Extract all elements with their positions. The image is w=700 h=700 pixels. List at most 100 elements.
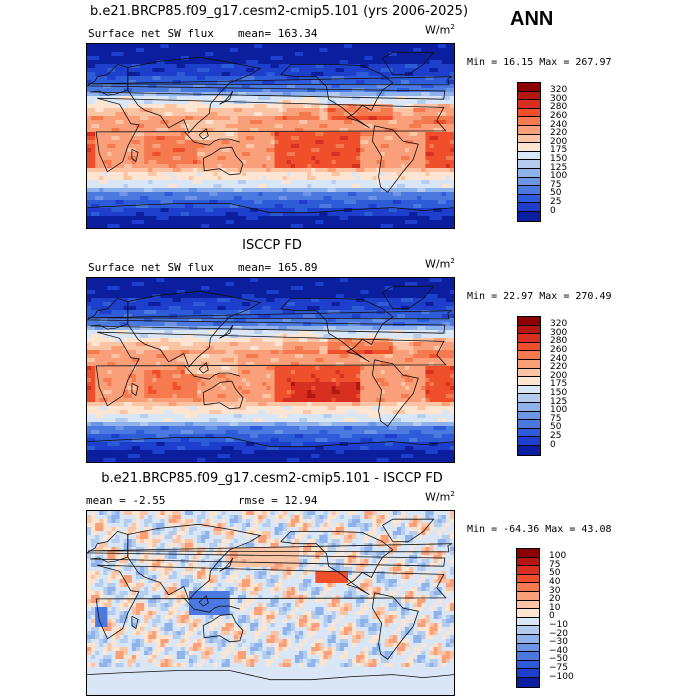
coastline xyxy=(202,613,244,643)
coastline xyxy=(95,331,447,407)
colorbar-tick-label: 75 xyxy=(550,179,562,190)
colorbar-swatch xyxy=(518,108,540,118)
panel-1-units: W/m2 xyxy=(425,23,455,37)
colorbar-tick-label: 20 xyxy=(549,594,561,605)
coastline xyxy=(87,203,454,214)
colorbar-tick-label: 320 xyxy=(550,85,568,96)
coastline xyxy=(87,670,454,681)
colorbar-tick-label: 40 xyxy=(549,576,561,587)
colorbar-swatch xyxy=(517,652,539,661)
panel-1-map xyxy=(86,43,455,229)
colorbar-swatch xyxy=(518,117,540,126)
colorbar-swatch xyxy=(518,125,540,135)
colorbar-tick-label: 280 xyxy=(550,102,568,113)
colorbar-swatch xyxy=(517,549,539,558)
colorbar-swatch xyxy=(518,194,540,204)
colorbar-swatch xyxy=(517,660,539,670)
colorbar-tick-label: 0 xyxy=(549,611,555,622)
coastline xyxy=(382,51,435,76)
colorbar-tick-label: 175 xyxy=(550,145,568,156)
coastline xyxy=(87,543,453,553)
panel-2-units: W/m2 xyxy=(425,257,455,271)
colorbar-tick-label: 220 xyxy=(550,362,568,373)
panel-2-minmax: Min = 22.97 Max = 270.49 xyxy=(467,291,612,302)
colorbar-swatch xyxy=(517,643,539,653)
colorbar-tick-label: 25 xyxy=(550,196,562,207)
colorbar-swatch xyxy=(518,342,540,352)
colorbar-tick-label: 125 xyxy=(550,162,568,173)
colorbar-tick-label: 0 xyxy=(550,205,556,216)
colorbar-swatch xyxy=(517,677,539,687)
coastline xyxy=(87,63,446,100)
colorbar-swatch xyxy=(518,394,540,403)
coastline xyxy=(198,128,209,140)
coastline xyxy=(219,324,234,339)
panel-3-minmax: Min = -64.36 Max = 43.08 xyxy=(467,524,612,535)
coastline xyxy=(371,592,419,660)
panel-2-variable-label: Surface net SW flux xyxy=(88,261,214,274)
coastline xyxy=(183,130,241,146)
colorbar-swatch xyxy=(517,583,539,592)
colorbar-tick-label: −40 xyxy=(549,645,568,656)
colorbar-swatch xyxy=(518,325,540,335)
colorbar-swatch xyxy=(517,617,539,627)
colorbar-tick-label: 175 xyxy=(550,379,568,390)
colorbar-swatches xyxy=(517,82,541,222)
panel-1-mean-label: mean= 163.34 xyxy=(238,27,318,40)
colorbar-swatch xyxy=(518,402,540,412)
colorbar-swatch xyxy=(518,368,540,378)
coastline xyxy=(371,125,419,193)
colorbar-swatch xyxy=(518,334,540,343)
colorbar-tick-label: −100 xyxy=(549,671,574,682)
coastline xyxy=(280,298,394,363)
coastline xyxy=(219,557,234,572)
colorbar-tick-label: 150 xyxy=(550,153,568,164)
colorbar-tick-label: 100 xyxy=(550,171,568,182)
colorbar-swatch xyxy=(518,91,540,101)
colorbar-swatch xyxy=(518,83,540,92)
colorbar-tick-label: 75 xyxy=(549,559,561,570)
colorbar-tick-label: 0 xyxy=(550,439,556,450)
colorbar-tick-label: 300 xyxy=(550,93,568,104)
colorbar-tick-label: −30 xyxy=(549,637,568,648)
colorbar-tick-label: 320 xyxy=(550,319,568,330)
colorbar-swatch xyxy=(518,359,540,369)
colorbar-tick-label: 220 xyxy=(550,128,568,139)
colorbar-swatch xyxy=(518,377,540,386)
coastline xyxy=(95,564,447,640)
colorbar-swatch xyxy=(517,591,539,601)
colorbar-tick-label: −20 xyxy=(549,628,568,639)
colorbar-swatch xyxy=(517,557,539,567)
colorbar-tick-label: 260 xyxy=(550,110,568,121)
coastline xyxy=(371,359,419,427)
panel-1-variable-label: Surface net SW flux xyxy=(88,27,214,40)
colorbar-tick-label: −50 xyxy=(549,654,568,665)
coastline xyxy=(183,364,241,380)
panel-3-mean-label: mean = -2.55 xyxy=(86,494,166,507)
colorbar-tick-label: 300 xyxy=(550,327,568,338)
coastline xyxy=(127,56,262,134)
colorbar-tick-label: 100 xyxy=(550,405,568,416)
colorbar-tick-label: 200 xyxy=(550,136,568,147)
coastline xyxy=(87,530,446,567)
coastline xyxy=(87,76,453,86)
colorbar-tick-label: 240 xyxy=(550,119,568,130)
colorbar-tick-label: 260 xyxy=(550,344,568,355)
colorbar-swatch xyxy=(517,574,539,584)
colorbar-swatch xyxy=(518,160,540,169)
colorbar-tick-label: 50 xyxy=(549,568,561,579)
colorbar-swatch xyxy=(517,669,539,678)
coastline xyxy=(202,146,244,176)
colorbar-swatch xyxy=(518,351,540,360)
colorbar-tick-label: 280 xyxy=(550,336,568,347)
panel-1-title: b.e21.BRCP85.f09_g17.cesm2-cmip5.101 (yr… xyxy=(90,4,469,19)
coastline xyxy=(280,531,394,596)
coastline xyxy=(131,615,139,630)
coastline xyxy=(202,380,244,410)
panel-3-rmse-label: rmse = 12.94 xyxy=(238,494,318,507)
colorbar-swatch xyxy=(518,177,540,187)
colorbar-swatch xyxy=(518,203,540,212)
panel-1-minmax: Min = 16.15 Max = 267.97 xyxy=(467,57,612,68)
colorbar-swatch xyxy=(518,428,540,438)
coastline xyxy=(131,148,139,163)
